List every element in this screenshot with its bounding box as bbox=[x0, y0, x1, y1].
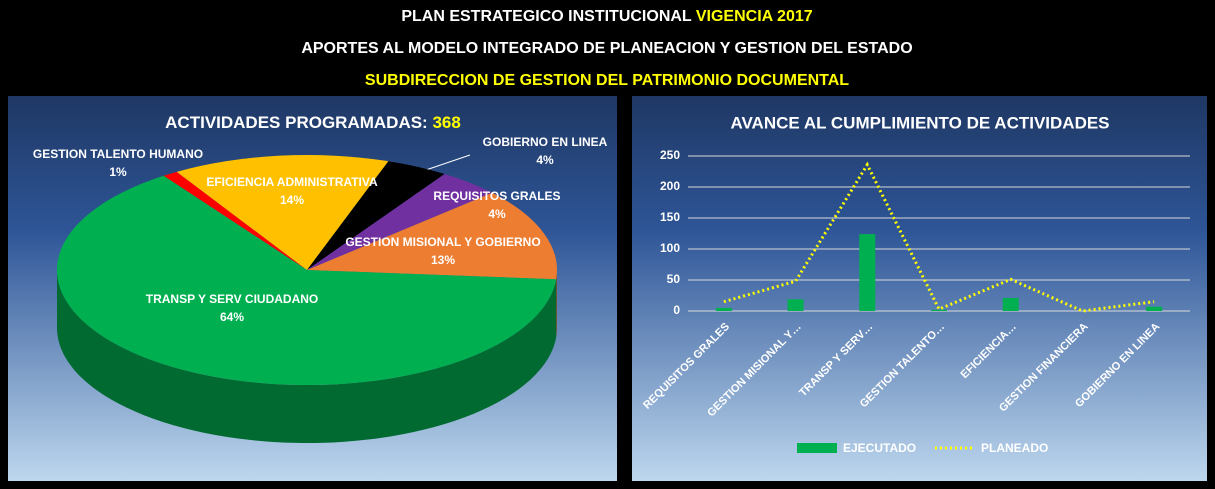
slice-label: EFICIENCIA ADMINISTRATIVA bbox=[206, 175, 378, 189]
y-tick-label: 50 bbox=[667, 272, 681, 286]
pie-slice bbox=[307, 192, 557, 280]
y-tick-label: 100 bbox=[660, 241, 680, 255]
pie-total: 368 bbox=[432, 113, 460, 132]
pie-slice-side bbox=[56, 270, 557, 443]
slice-label: TRANSP Y SERV CIUDADANO bbox=[146, 292, 318, 306]
slice-value-label: 64% bbox=[220, 310, 244, 324]
slice-label: GOBIERNO EN LINEA bbox=[483, 135, 608, 149]
pie-slice bbox=[307, 161, 445, 270]
pie-slice bbox=[307, 173, 493, 270]
bar bbox=[1146, 306, 1163, 311]
bar bbox=[859, 234, 876, 311]
header-line1: PLAN ESTRATEGICO INSTITUCIONAL VIGENCIA … bbox=[401, 8, 812, 25]
slice-value-label: 4% bbox=[536, 153, 554, 167]
pie-title-text: ACTIVIDADES PROGRAMADAS: bbox=[165, 113, 428, 132]
slice-label: GESTION TALENTO HUMANO bbox=[33, 147, 203, 161]
slice-value-label: 14% bbox=[280, 193, 304, 207]
slice-value-label: 13% bbox=[431, 253, 455, 267]
bar bbox=[715, 307, 732, 311]
bar bbox=[931, 309, 947, 311]
legend-label: EJECUTADO bbox=[843, 441, 916, 455]
header-line2: APORTES AL MODELO INTEGRADO DE PLANEACIO… bbox=[301, 40, 912, 57]
header-text: PLAN ESTRATEGICO INSTITUCIONAL bbox=[401, 8, 692, 25]
bar-title: AVANCE AL CUMPLIMIENTO DE ACTIVIDADES bbox=[730, 113, 1109, 132]
pie-title: ACTIVIDADES PROGRAMADAS: 368 bbox=[165, 113, 461, 132]
header-line3: SUBDIRECCION DE GESTION DEL PATRIMONIO D… bbox=[365, 72, 849, 89]
leader-line bbox=[419, 154, 471, 173]
legend-label: PLANEADO bbox=[981, 441, 1048, 455]
pie-slice bbox=[176, 155, 389, 270]
legend-swatch bbox=[797, 443, 837, 453]
y-tick-label: 0 bbox=[673, 303, 680, 317]
y-tick-label: 250 bbox=[660, 148, 680, 162]
header-highlight: VIGENCIA 2017 bbox=[696, 8, 813, 25]
pie-slice-side bbox=[556, 270, 557, 338]
y-tick-label: 200 bbox=[660, 179, 680, 193]
bar bbox=[787, 299, 804, 311]
slice-value-label: 1% bbox=[109, 165, 127, 179]
y-tick-label: 150 bbox=[660, 210, 680, 224]
line-panel bbox=[632, 96, 1207, 481]
slice-label: REQUISITOS GRALES bbox=[433, 189, 560, 203]
slice-label: GESTION MISIONAL Y GOBIERNO bbox=[345, 235, 540, 249]
pie-slice bbox=[163, 171, 307, 270]
slice-value-label: 4% bbox=[488, 207, 506, 221]
bar bbox=[1002, 297, 1019, 311]
pie-slice bbox=[56, 175, 557, 386]
